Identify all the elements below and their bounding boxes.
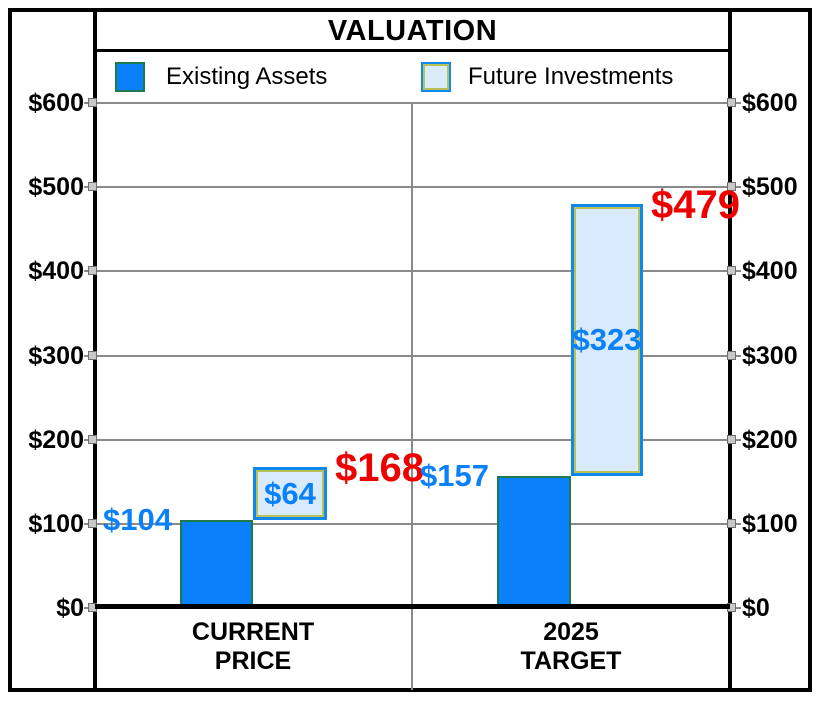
category-divider	[411, 103, 413, 690]
y-axis-label-right: $300	[742, 341, 798, 370]
tick-handle-left	[88, 434, 97, 444]
legend-label-existing-assets: Existing Assets	[166, 63, 328, 90]
value-label-existing: $157	[420, 457, 489, 493]
y-axis-label-right: $0	[742, 594, 770, 622]
value-label-existing: $104	[103, 502, 172, 538]
category-label-2025-target: 2025 TARGET	[421, 618, 721, 676]
tick-handle-left	[88, 266, 97, 276]
tick-handle-right	[727, 434, 736, 444]
right-axis-line	[728, 8, 732, 692]
tick-handle-left	[88, 518, 97, 528]
y-axis-label-left: $300	[28, 341, 84, 370]
tick-handle-left	[88, 350, 97, 360]
title-separator	[97, 49, 728, 52]
legend-label-future-investments: Future Investments	[468, 63, 674, 90]
y-axis-label-left: $400	[28, 257, 84, 286]
y-axis-label-right: $200	[742, 425, 798, 454]
y-axis-label-left: $200	[28, 425, 84, 454]
bar-existing-assets	[180, 520, 253, 609]
chart-title: VALUATION	[327, 15, 498, 47]
y-axis-label-left: $600	[28, 89, 84, 117]
tick-handle-right	[727, 182, 736, 192]
y-axis-label-right: $600	[742, 89, 798, 117]
category-label-line: CURRENT	[191, 618, 315, 646]
tick-handle-right	[727, 266, 736, 276]
value-label-future: $323	[572, 321, 642, 357]
value-label-future: $64	[264, 475, 316, 511]
y-axis-label-right: $100	[742, 509, 798, 538]
tick-handle-left	[88, 182, 97, 192]
x-axis-baseline	[95, 604, 730, 609]
category-label-current-price: CURRENT PRICE	[103, 618, 403, 676]
y-axis-label-right: $400	[742, 257, 798, 286]
bar-future-investments	[571, 204, 643, 476]
total-label: $168	[335, 445, 424, 490]
y-axis-label-left: $500	[28, 173, 84, 202]
legend-swatch-future-investments	[421, 62, 451, 92]
bar-existing-assets	[497, 475, 571, 609]
category-label-line: PRICE	[214, 647, 292, 675]
total-label: $479	[651, 183, 740, 227]
y-axis-label-left: $100	[28, 509, 84, 538]
y-axis-label-left: $0	[56, 594, 84, 622]
tick-handle-right	[727, 518, 736, 528]
category-label-line: 2025	[543, 618, 599, 646]
bar-future-investments	[253, 466, 327, 521]
tick-handle-right	[727, 98, 736, 107]
tick-handle-right	[727, 350, 736, 360]
legend-swatch-existing-assets	[115, 62, 145, 92]
y-axis-label-right: $500	[742, 173, 798, 202]
category-label-line: TARGET	[520, 647, 622, 675]
left-axis-line	[93, 8, 97, 692]
tick-handle-left	[88, 98, 97, 107]
outer-frame	[8, 8, 812, 692]
